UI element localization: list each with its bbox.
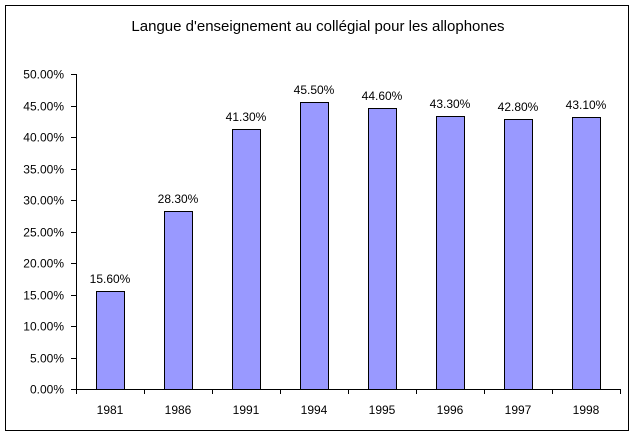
- y-tick-label: 10.00%: [23, 320, 64, 334]
- data-label: 43.10%: [566, 98, 607, 112]
- data-label: 15.60%: [90, 272, 131, 286]
- data-label: 42.80%: [498, 100, 539, 114]
- data-label: 43.30%: [430, 97, 471, 111]
- bar-1986: [164, 211, 193, 390]
- data-label: 45.50%: [294, 83, 335, 97]
- y-tick-label: 50.00%: [23, 68, 64, 82]
- y-tick-label: 20.00%: [23, 257, 64, 271]
- x-tick-label: 1997: [505, 403, 532, 417]
- data-label: 41.30%: [226, 110, 267, 124]
- y-tick-label: 15.00%: [23, 289, 64, 303]
- data-label: 44.60%: [362, 89, 403, 103]
- x-tick-label: 1991: [233, 403, 260, 417]
- bar-1995: [368, 108, 397, 390]
- bar-1994: [300, 102, 329, 390]
- x-tick-label: 1995: [369, 403, 396, 417]
- y-tick-label: 0.00%: [30, 383, 64, 397]
- y-tick-label: 30.00%: [23, 194, 64, 208]
- x-tick-label: 1996: [437, 403, 464, 417]
- x-tick-label: 1986: [165, 403, 192, 417]
- x-tick-label: 1994: [301, 403, 328, 417]
- y-tick-label: 25.00%: [23, 226, 64, 240]
- data-label: 28.30%: [158, 192, 199, 206]
- x-tick-label: 1998: [573, 403, 600, 417]
- bar-1996: [436, 116, 465, 390]
- bar-1981: [96, 291, 125, 390]
- x-tick-label: 1981: [97, 403, 124, 417]
- y-tick-label: 40.00%: [23, 131, 64, 145]
- bar-1998: [572, 117, 601, 390]
- chart-title: Langue d'enseignement au collégial pour …: [131, 18, 505, 35]
- bar-1991: [232, 129, 261, 390]
- y-tick-label: 35.00%: [23, 163, 64, 177]
- y-tick-label: 5.00%: [30, 352, 64, 366]
- y-tick-label: 45.00%: [23, 100, 64, 114]
- bar-1997: [504, 119, 533, 390]
